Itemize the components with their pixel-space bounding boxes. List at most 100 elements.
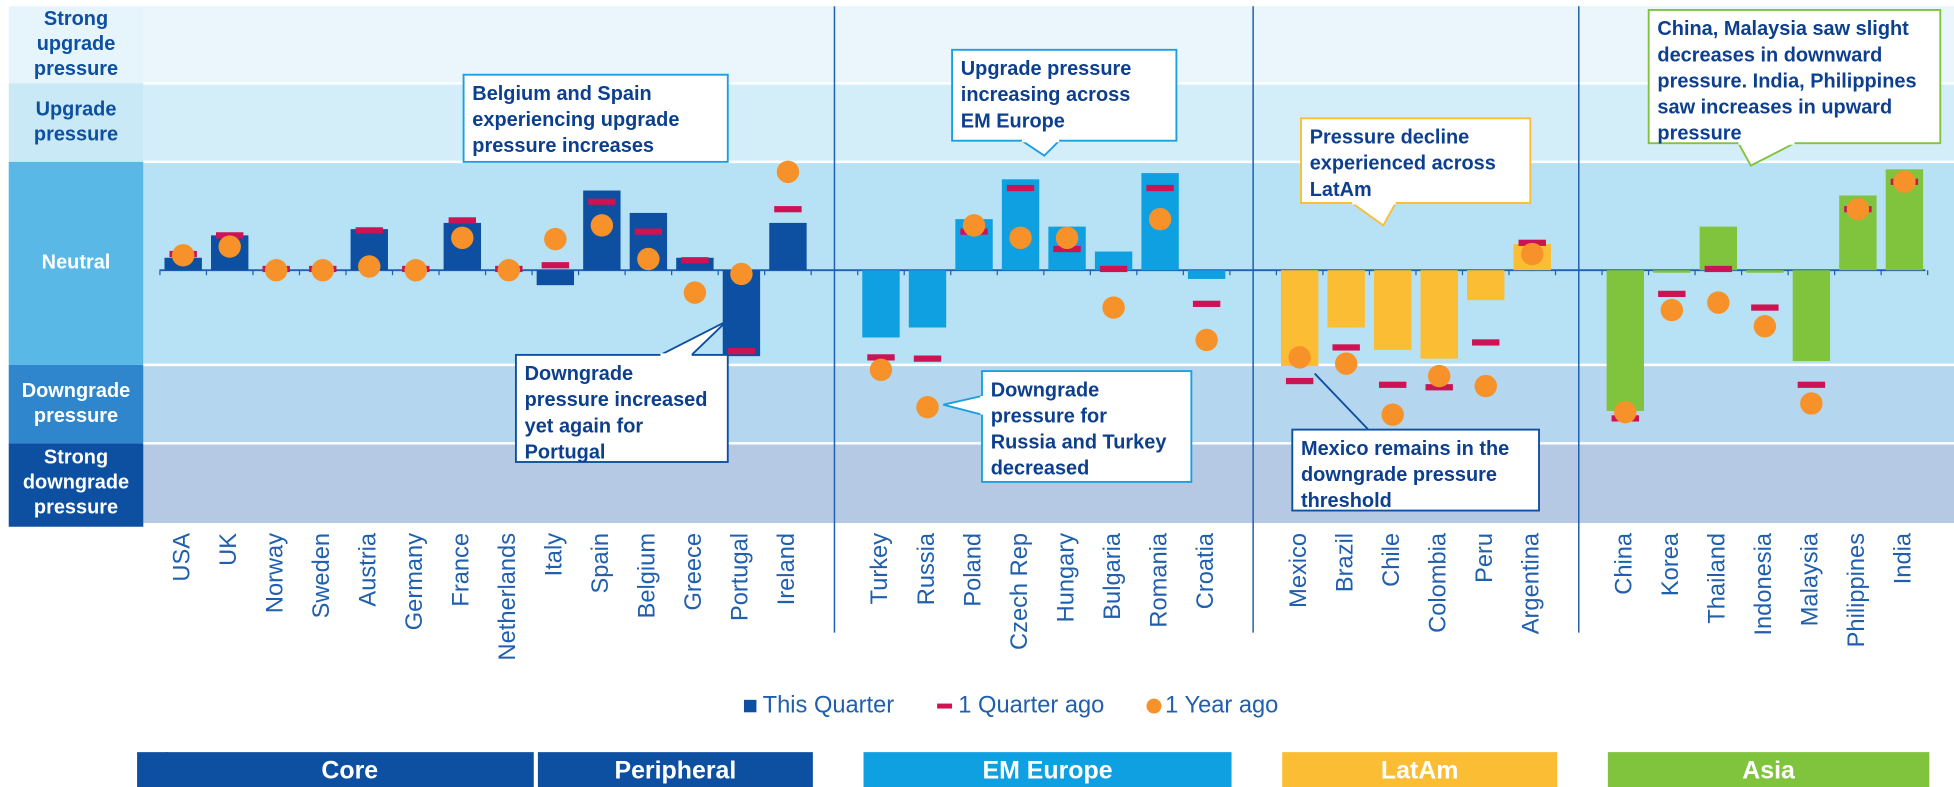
- year-ago-dot: [730, 262, 753, 286]
- annotation-text: Downgrade: [525, 363, 634, 385]
- x-tick-label: Netherlands: [495, 533, 521, 661]
- group-label: Asia: [1742, 757, 1796, 785]
- annotation-text: pressure: [1657, 123, 1741, 145]
- band-label: pressure: [34, 123, 118, 145]
- bar: [862, 270, 900, 338]
- bar: [1606, 270, 1644, 411]
- bar: [769, 222, 807, 271]
- quarter-ago-dash: [448, 217, 477, 224]
- quarter-ago-dash: [1751, 304, 1779, 311]
- quarter-ago-dash: [1099, 265, 1128, 273]
- quarter-ago-dash: [913, 355, 942, 362]
- annotation-text: pressure increases: [472, 135, 654, 157]
- annotation-text: pressure increased: [525, 389, 708, 411]
- annotation-text: Portugal: [525, 442, 606, 464]
- quarter-ago-dash: [1658, 290, 1686, 297]
- x-tick-label: Austria: [356, 532, 382, 606]
- quarter-ago-dash: [1006, 184, 1035, 192]
- year-ago-dot: [1753, 315, 1777, 338]
- annotation-box: [1647, 9, 1942, 145]
- annotation-text: yet again for: [525, 415, 644, 437]
- annotation-text: EM Europe: [961, 110, 1065, 132]
- band-label: pressure: [34, 405, 118, 427]
- year-ago-dot: [590, 214, 614, 237]
- quarter-ago-dash: [1146, 184, 1174, 192]
- x-tick-label: Brazil: [1332, 533, 1358, 592]
- x-tick-label: Russia: [914, 532, 940, 605]
- x-tick-label: Mexico: [1286, 533, 1312, 608]
- year-ago-dot: [683, 281, 707, 304]
- x-tick-label: Peru: [1472, 533, 1498, 583]
- annotation-text: threshold: [1301, 490, 1392, 512]
- x-tick-label: Argentina: [1519, 532, 1545, 634]
- year-ago-dot: [1148, 207, 1172, 231]
- year-ago-dot: [451, 226, 474, 250]
- year-ago-dot: [1707, 291, 1730, 314]
- group-box: [1607, 752, 1930, 787]
- band-label: Strong: [44, 8, 108, 30]
- annotation-text: Pressure decline: [1310, 126, 1470, 148]
- annotation-text: Upgrade pressure: [961, 58, 1132, 80]
- year-ago-dot: [1521, 242, 1544, 266]
- band-label: Neutral: [42, 252, 111, 274]
- bar: [1746, 270, 1784, 273]
- quarter-ago-dash: [727, 348, 756, 355]
- year-ago-dot: [1660, 298, 1684, 322]
- annotation-box: [981, 370, 1193, 483]
- x-tick-label: Bulgaria: [1100, 532, 1126, 620]
- x-tick-label: India: [1891, 532, 1917, 584]
- annotation-text: LatAm: [1310, 179, 1372, 201]
- year-ago-dot: [265, 259, 288, 282]
- band-label-cell: [8, 443, 144, 527]
- bar: [1792, 270, 1831, 362]
- annotation-text: downgrade pressure: [1301, 464, 1497, 486]
- year-ago-dot: [1102, 296, 1125, 319]
- annotation-box: [462, 73, 729, 163]
- year-ago-dot: [497, 259, 521, 282]
- annotation-text: China, Malaysia saw slight: [1657, 18, 1909, 40]
- annotation-text: Downgrade: [991, 379, 1100, 401]
- x-tick-label: Norway: [262, 533, 288, 613]
- quarter-ago-dash: [588, 198, 616, 205]
- group-box: [1282, 752, 1558, 787]
- x-tick-label: Spain: [588, 533, 614, 593]
- annotation-box: [1300, 117, 1532, 204]
- bar: [1001, 179, 1040, 271]
- band-label-cell: [8, 83, 144, 162]
- x-tick-label: Poland: [960, 533, 986, 607]
- year-ago-dot: [1381, 403, 1404, 426]
- year-ago-dot: [637, 247, 660, 271]
- legend-label: 1 Quarter ago: [958, 692, 1104, 718]
- year-ago-dot: [1334, 352, 1358, 375]
- legend-swatch: [743, 699, 757, 713]
- bar: [1653, 270, 1691, 273]
- x-tick-label: Indonesia: [1751, 532, 1777, 635]
- band-label: Strong: [44, 447, 108, 469]
- year-ago-dot: [311, 259, 334, 282]
- quarter-ago-dash: [1285, 377, 1314, 385]
- legend-swatch: [937, 703, 953, 709]
- year-ago-dot: [1009, 226, 1032, 250]
- quarter-ago-dash: [1192, 300, 1221, 307]
- x-tick-label: Germany: [402, 533, 428, 630]
- bar: [1374, 270, 1412, 350]
- annotation-text: Belgium and Spain: [472, 83, 651, 105]
- x-tick-label: Malaysia: [1798, 532, 1824, 626]
- legend-swatch: [1146, 698, 1162, 714]
- group-box: [165, 752, 534, 787]
- quarter-ago-dash: [681, 257, 709, 264]
- band-label-cell: [8, 161, 144, 365]
- annotation-text: Mexico remains in the: [1301, 438, 1509, 460]
- x-tick-label: USA: [169, 533, 195, 582]
- quarter-ago-dash: [1797, 381, 1826, 388]
- year-ago-dot: [916, 395, 939, 419]
- quarter-ago-dash: [1378, 381, 1407, 388]
- annotation-text: decreases in downward: [1657, 44, 1882, 66]
- year-ago-dot: [1800, 392, 1823, 415]
- annotation-text: increasing across: [961, 84, 1131, 106]
- year-ago-dot: [1288, 346, 1311, 369]
- year-ago-dot: [1614, 400, 1637, 424]
- year-ago-dot: [776, 160, 800, 184]
